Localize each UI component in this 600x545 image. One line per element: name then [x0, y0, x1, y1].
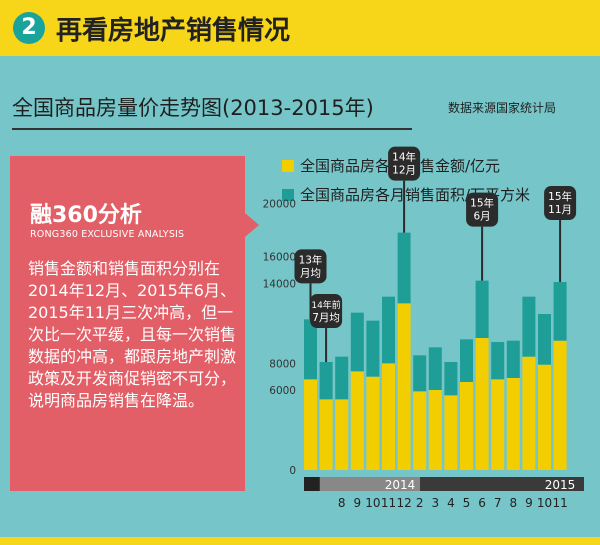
y-tick-label: 14000 [263, 278, 296, 290]
year-label-2015: 2015 [545, 478, 576, 492]
callout-box [388, 146, 421, 181]
x-tick-label: 9 [353, 496, 361, 510]
bar-amount [506, 378, 520, 470]
data-source: 数据来源国家统计局 [448, 101, 557, 115]
bar-amount [444, 395, 458, 470]
bar-amount [428, 390, 442, 470]
bar-amount [522, 356, 536, 470]
bar-amount [553, 340, 567, 470]
x-tick-label: 12 [396, 496, 411, 510]
callout-box [294, 249, 327, 284]
y-tick-label: 6000 [269, 385, 296, 397]
bar-area [397, 232, 411, 304]
x-tick-label: 3 [431, 496, 439, 510]
bar-area [475, 280, 489, 338]
callout-label: 12月 [392, 165, 416, 177]
analysis-panel-pointer [245, 213, 259, 237]
legend-swatch-amount [282, 160, 294, 172]
bar-area [491, 342, 505, 380]
bar-area [506, 340, 520, 378]
bar-area [335, 356, 349, 400]
bar-area [413, 355, 427, 392]
bar-amount [475, 338, 489, 470]
bar-area [428, 347, 442, 390]
x-tick-label: 9 [525, 496, 533, 510]
callout-box [544, 186, 577, 220]
analysis-panel [10, 156, 245, 491]
bar-area [382, 296, 395, 364]
bar-area [538, 314, 551, 365]
section-title: 再看房地产销售情况 [56, 16, 291, 46]
x-tick-label: 7 [494, 496, 502, 510]
callout-label: 14年前 [311, 299, 340, 311]
x-tick-label: 5 [463, 496, 471, 510]
x-axis-band-2013 [304, 477, 319, 491]
callout-label: 15年 [548, 190, 572, 203]
analysis-subtitle: RONG360 EXCLUSIVE ANALYSIS [30, 229, 185, 240]
callout-label: 14年 [392, 151, 416, 164]
bar-amount [397, 303, 411, 470]
legend-swatch-area [282, 189, 294, 201]
callout-label: 15年 [470, 197, 494, 210]
callout-box [466, 192, 499, 227]
bar-amount [382, 363, 395, 470]
callout-label: 11月 [548, 204, 572, 216]
y-tick-label: 8000 [269, 358, 296, 370]
bottom-strip [0, 537, 600, 545]
bar-area [460, 339, 473, 382]
callout-label: 月均 [300, 267, 321, 279]
chart-title: 全国商品房量价走势图(2013-2015年) [12, 96, 374, 120]
bar-amount [366, 376, 380, 470]
callout-label: 13年 [299, 253, 323, 266]
bar-area [350, 312, 364, 372]
x-tick-label: 11 [552, 496, 567, 510]
y-tick-label: 0 [289, 465, 296, 477]
bar-area [553, 282, 567, 341]
x-tick-label: 8 [338, 496, 346, 510]
x-tick-label: 10 [537, 496, 552, 510]
bar-amount [460, 382, 473, 470]
x-tick-label: 4 [447, 496, 455, 510]
x-axis-band-2014-early [320, 477, 420, 491]
callout-label: 7月均 [312, 312, 340, 324]
bar-amount [335, 399, 349, 470]
x-tick-label: 6 [478, 496, 486, 510]
year-label-2014: 2014 [385, 478, 416, 492]
bar-area [444, 362, 458, 396]
callout-box [310, 294, 343, 328]
x-tick-label: 8 [509, 496, 517, 510]
bar-amount [491, 379, 505, 470]
section-header: 2 再看房地产销售情况 [0, 0, 600, 56]
bar-amount [304, 379, 317, 470]
bar-amount [319, 399, 333, 470]
y-tick-label: 16000 [263, 252, 296, 264]
bar-amount [538, 364, 551, 470]
bar-area [319, 362, 333, 400]
bar-area [366, 320, 380, 377]
callout-label: 6月 [474, 211, 491, 223]
bar-area [304, 319, 317, 380]
bar-area [522, 296, 536, 357]
x-tick-label: 11 [381, 496, 396, 510]
bar-amount [413, 391, 427, 470]
section-number-badge: 2 [13, 12, 45, 44]
analysis-body: 销售金额和销售面积分别在2014年12月、2015年6月、2015年11月三次冲… [28, 259, 237, 410]
bar-amount [350, 371, 364, 470]
title-underline [12, 128, 412, 130]
x-tick-label: 2 [416, 496, 424, 510]
analysis-title: 融360分析 [30, 203, 142, 228]
y-tick-label: 20000 [263, 198, 296, 210]
x-tick-label: 10 [365, 496, 380, 510]
